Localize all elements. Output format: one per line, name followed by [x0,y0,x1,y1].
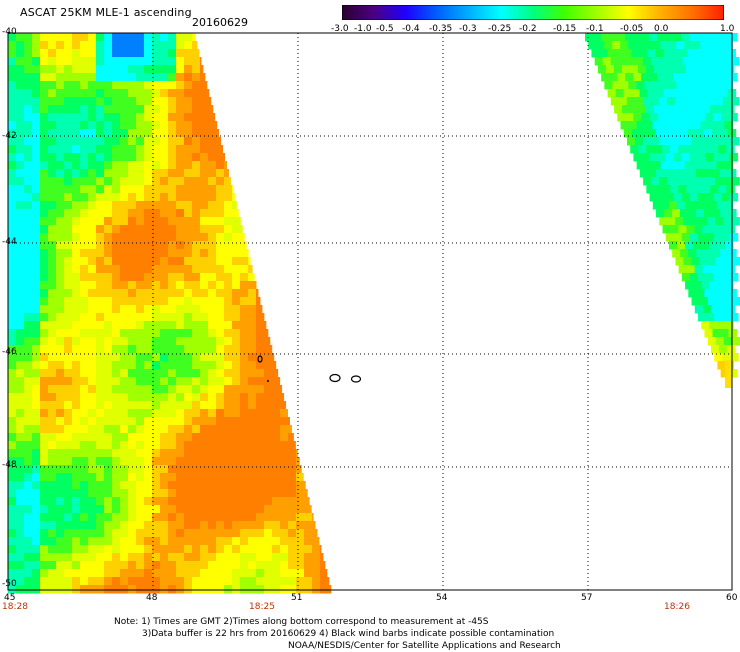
footnotes: Note: 1) Times are GMT 2)Times along bot… [114,616,561,652]
lon-label-51: 51 [291,593,303,603]
lon-label-60: 60 [726,593,738,603]
lon-label-54: 54 [436,593,448,603]
colorbar-tick-label: -0.5 [376,24,394,34]
colorbar-tick-label: -0.15 [553,24,577,34]
colorbar-tick-label: -0.05 [620,24,644,34]
island-outline [257,355,263,363]
lat-label-40: -40 [2,27,17,37]
colorbar-tick-label: -0.3 [459,24,477,34]
colorbar-tick-label: -0.1 [586,24,604,34]
lon-label-48: 48 [146,593,158,603]
lat-label-44: -44 [2,237,17,247]
lon-label-45: 45 [4,593,16,603]
map-date: 20160629 [192,16,248,29]
swath-tip [725,360,732,388]
colorbar-tick-label: 0.0 [654,24,669,34]
colorbar-tick-label: -1.0 [354,24,372,34]
time-label-left: 18:28 [2,602,28,612]
island-dot [267,380,269,382]
colorbar-labels: -3.0 -1.0 -0.5 -0.4 -0.35 -0.3 -0.25 -0.2 -0.15-… [326,24,736,38]
colorbar-tick-label: -0.35 [429,24,453,34]
colorbar-gradient [342,5,724,20]
lat-label-48: -48 [2,460,17,470]
time-label-center: 18:25 [249,602,275,612]
note-line-2: 3)Data buffer is 22 hrs from 20160629 4)… [142,629,555,639]
colorbar-tick-label: 1.0 [720,24,735,34]
island-outline [350,375,362,383]
map-title: ASCAT 25KM MLE-1 ascending [20,6,192,19]
lat-label-50: -50 [2,579,17,589]
lat-label-46: -46 [2,347,17,357]
note-line-3: NOAA/NESDIS/Center for Satellite Applica… [288,641,561,651]
wind-swath-cells [8,33,740,594]
lat-label-42: -42 [2,131,17,141]
colorbar-tick-label: -0.2 [519,24,537,34]
note-line-1: Note: 1) Times are GMT 2)Times along bot… [114,617,489,627]
time-label-right: 18:26 [664,602,690,612]
colorbar-tick-label: -0.25 [488,24,512,34]
island-outline [329,373,341,383]
colorbar-tick-label: -0.4 [402,24,420,34]
colorbar [342,5,724,20]
lon-label-57: 57 [581,593,593,603]
colorbar-tick-label: -3.0 [331,24,349,34]
plot-frame [7,32,733,591]
